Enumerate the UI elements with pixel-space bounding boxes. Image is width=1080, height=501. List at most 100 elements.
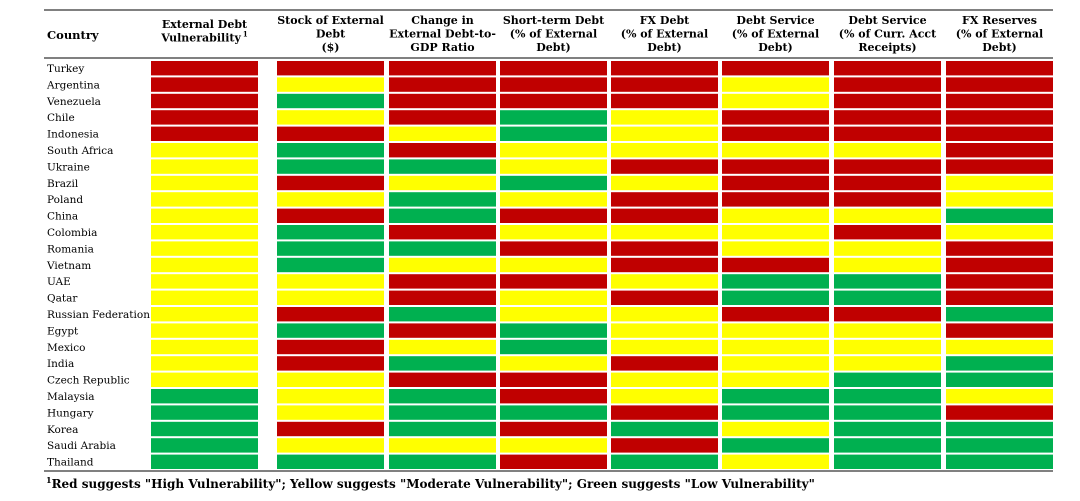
heatmap-cell [500, 110, 607, 125]
country-label: Egypt [47, 325, 79, 337]
heatmap-cell [834, 208, 941, 223]
heatmap-cell [389, 143, 496, 158]
heatmap-cell [946, 126, 1053, 141]
heatmap-cell [722, 257, 829, 273]
heatmap-cell [389, 93, 496, 109]
heatmap-cell [277, 159, 384, 174]
heatmap-cell [151, 126, 258, 141]
heatmap-cell [151, 110, 258, 125]
heatmap-cell [500, 192, 607, 207]
heatmap-cell [611, 290, 718, 305]
footnote: 1Red suggests "High Vulnerability"; Yell… [46, 475, 815, 491]
heatmap-cell [946, 225, 1053, 240]
heatmap-cell [277, 372, 384, 387]
country-label: Czech Republic [47, 375, 130, 387]
heatmap-cell [834, 454, 941, 469]
heatmap-cell [151, 356, 258, 371]
heatmap-cell [611, 372, 718, 387]
heatmap-cell [722, 192, 829, 207]
heatmap-cell [611, 93, 718, 109]
heatmap-cell [834, 126, 941, 141]
heatmap-cell [946, 110, 1053, 125]
heatmap-cell [389, 339, 496, 355]
heatmap-cell [722, 126, 829, 141]
heatmap-cell [277, 274, 384, 289]
heatmap-cell [611, 225, 718, 240]
heatmap-cell [834, 61, 941, 76]
heatmap-cell [277, 389, 384, 404]
heatmap-cell [946, 257, 1053, 273]
heatmap-cell [722, 405, 829, 420]
heatmap-cell [611, 421, 718, 437]
heatmap-cell [277, 323, 384, 338]
heatmap-cell [151, 290, 258, 305]
heatmap-cell [500, 126, 607, 141]
heatmap-cell [277, 241, 384, 256]
heatmap-cell [500, 454, 607, 469]
heatmap-cell [834, 339, 941, 355]
heatmap-cell [611, 389, 718, 404]
heatmap-cell [834, 175, 941, 191]
heatmap-cell [500, 159, 607, 174]
heatmap-cell [946, 61, 1053, 76]
heatmap-cell [611, 257, 718, 273]
heatmap-cell [151, 389, 258, 404]
heatmap-cell [834, 323, 941, 338]
heatmap-cell [946, 159, 1053, 174]
heatmap-cell [722, 372, 829, 387]
heatmap-cell [277, 421, 384, 437]
column-header-line: Debt Service [736, 14, 814, 27]
heatmap-cell [722, 323, 829, 338]
heatmap-cell [151, 61, 258, 76]
heatmap-cell [611, 143, 718, 158]
heatmap-cell [389, 274, 496, 289]
heatmap-cell [277, 110, 384, 125]
heatmap-cell [277, 438, 384, 453]
heatmap-cell [722, 290, 829, 305]
row-header-country: Country [47, 28, 99, 42]
heatmap-cell [151, 405, 258, 420]
heatmap-cell [611, 159, 718, 174]
column-header: Debt Service (% of Curr. Acct Receipts) [839, 14, 937, 54]
heatmap-cell [389, 307, 496, 322]
heatmap-cell [946, 339, 1053, 355]
heatmap-cell [389, 372, 496, 387]
heatmap-cell [500, 438, 607, 453]
heatmap-cell [389, 241, 496, 256]
column-header-line: Debt) [536, 41, 571, 54]
heatmap-cells [151, 61, 1053, 469]
country-label: Argentina [46, 79, 100, 91]
heatmap-cell [611, 405, 718, 420]
country-label: Indonesia [47, 129, 99, 141]
heatmap-cell [611, 356, 718, 371]
heatmap-cell [834, 356, 941, 371]
country-label: Romania [47, 243, 94, 255]
country-label: Colombia [47, 227, 97, 239]
footnote-marker: 1 [46, 475, 52, 485]
heatmap-cell [389, 454, 496, 469]
heatmap-cell [500, 339, 607, 355]
column-header-line: Change in [411, 14, 474, 27]
country-labels: Turkey Argentina Venezuela Chile Indonesia So… [46, 63, 150, 469]
country-label: Mexico [47, 342, 85, 354]
column-header-line: GDP Ratio [410, 41, 474, 54]
heatmap-cell [389, 323, 496, 338]
heatmap-cell [277, 356, 384, 371]
country-label: Qatar [47, 293, 78, 305]
heatmap-cell [611, 339, 718, 355]
heatmap-cell [151, 93, 258, 109]
heatmap-cell [389, 77, 496, 92]
heatmap-cell [389, 257, 496, 273]
heatmap-cell [611, 323, 718, 338]
country-label: UAE [47, 276, 71, 288]
heatmap-cell [277, 61, 384, 76]
heatmap-cell [500, 225, 607, 240]
country-label: Turkey [47, 63, 84, 75]
heatmap-cell [722, 61, 829, 76]
heatmap-cell [500, 405, 607, 420]
heatmap-cell [277, 126, 384, 141]
heatmap-cell [277, 175, 384, 191]
heatmap-cell [722, 77, 829, 92]
heatmap-cell [946, 93, 1053, 109]
column-header-line: Debt) [647, 41, 682, 54]
